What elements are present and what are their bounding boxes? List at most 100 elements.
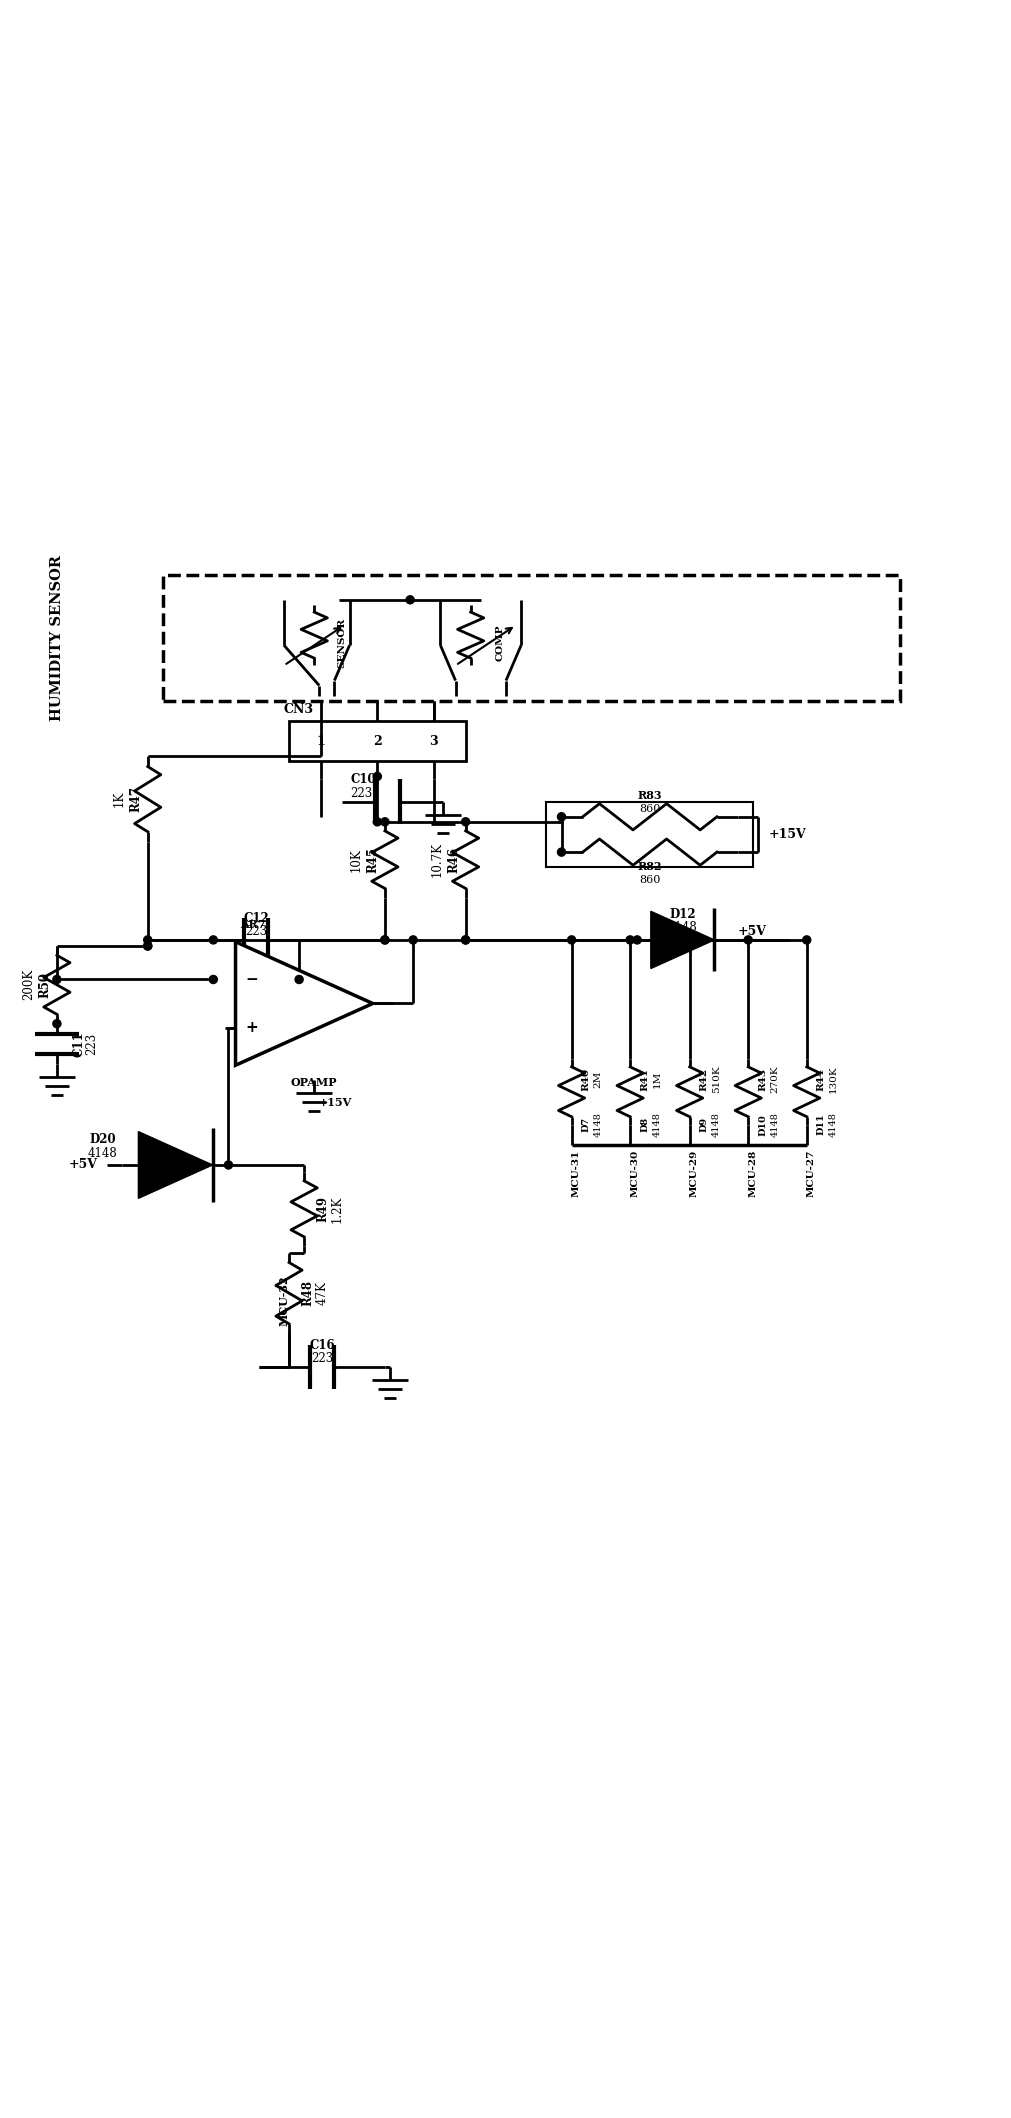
Circle shape xyxy=(53,1019,61,1027)
Text: 1.2K: 1.2K xyxy=(330,1195,343,1222)
Text: MCU-32: MCU-32 xyxy=(278,1275,289,1326)
Text: 130K: 130K xyxy=(828,1065,837,1093)
Text: +15V: +15V xyxy=(767,828,806,841)
Text: 4148: 4148 xyxy=(652,1112,660,1137)
Text: +5V: +5V xyxy=(737,926,766,938)
Text: 4148: 4148 xyxy=(711,1112,720,1137)
Bar xyxy=(289,720,465,760)
Circle shape xyxy=(144,943,152,951)
Circle shape xyxy=(295,976,303,983)
Text: 4148: 4148 xyxy=(667,921,697,934)
Text: 4148: 4148 xyxy=(593,1112,603,1137)
Text: −: − xyxy=(246,972,258,987)
Text: MCU-30: MCU-30 xyxy=(630,1150,639,1197)
Circle shape xyxy=(802,936,810,945)
Text: C12: C12 xyxy=(243,911,269,926)
Text: 200K: 200K xyxy=(21,970,34,1000)
Text: CN3: CN3 xyxy=(284,703,313,716)
Text: 860: 860 xyxy=(639,803,660,813)
Circle shape xyxy=(408,936,417,945)
Circle shape xyxy=(373,818,381,826)
Text: 1M: 1M xyxy=(652,1070,660,1089)
Text: R82: R82 xyxy=(637,862,661,873)
Circle shape xyxy=(380,936,388,945)
Circle shape xyxy=(53,976,61,983)
Text: OPAMP: OPAMP xyxy=(291,1076,337,1089)
Circle shape xyxy=(685,936,693,945)
Text: D12: D12 xyxy=(668,909,696,921)
Text: D9: D9 xyxy=(699,1116,708,1133)
Text: 4148: 4148 xyxy=(828,1112,837,1137)
Text: R43: R43 xyxy=(757,1067,766,1091)
Text: MCU-27: MCU-27 xyxy=(806,1150,815,1197)
Text: C10: C10 xyxy=(350,773,375,786)
Circle shape xyxy=(144,936,152,945)
Text: R50: R50 xyxy=(38,972,52,998)
Circle shape xyxy=(633,936,641,945)
Text: R46: R46 xyxy=(447,847,460,873)
Text: HUMIDITY SENSOR: HUMIDITY SENSOR xyxy=(50,555,64,720)
Circle shape xyxy=(209,936,217,945)
Text: 223: 223 xyxy=(310,1351,333,1364)
Text: 10K: 10K xyxy=(350,847,362,870)
Text: +5V: +5V xyxy=(68,1159,97,1171)
Text: 860: 860 xyxy=(639,875,660,885)
Circle shape xyxy=(461,936,469,945)
Bar xyxy=(163,574,899,701)
Text: 270K: 270K xyxy=(769,1065,778,1093)
Text: 10.7K: 10.7K xyxy=(430,843,443,877)
Circle shape xyxy=(626,936,634,945)
Text: R42: R42 xyxy=(699,1067,708,1091)
Text: 4148: 4148 xyxy=(769,1112,778,1137)
Text: R47: R47 xyxy=(129,786,143,811)
Circle shape xyxy=(380,936,388,945)
Text: 2: 2 xyxy=(373,735,381,748)
Text: D7: D7 xyxy=(581,1116,590,1133)
Text: 223: 223 xyxy=(350,786,372,801)
Bar xyxy=(546,801,752,866)
Circle shape xyxy=(224,1161,233,1169)
Circle shape xyxy=(743,936,751,945)
Polygon shape xyxy=(139,1131,212,1199)
Text: C16: C16 xyxy=(308,1339,335,1351)
Circle shape xyxy=(557,847,565,856)
Text: MCU-31: MCU-31 xyxy=(571,1150,580,1197)
Text: 1: 1 xyxy=(316,735,325,748)
Text: R40: R40 xyxy=(581,1067,590,1091)
Text: D11: D11 xyxy=(816,1114,825,1135)
Text: R41: R41 xyxy=(640,1067,649,1091)
Text: 3: 3 xyxy=(429,735,438,748)
Text: SENSOR: SENSOR xyxy=(337,618,346,667)
Text: 510K: 510K xyxy=(711,1065,720,1093)
Text: 1K: 1K xyxy=(112,790,125,807)
Circle shape xyxy=(373,773,381,779)
Text: MCU-28: MCU-28 xyxy=(747,1150,756,1197)
Text: 2M: 2M xyxy=(593,1070,603,1089)
Text: 223: 223 xyxy=(245,926,267,938)
Text: +: + xyxy=(246,1021,258,1036)
Circle shape xyxy=(209,976,217,983)
Circle shape xyxy=(380,818,388,826)
Text: R44: R44 xyxy=(816,1067,825,1091)
Circle shape xyxy=(567,936,575,945)
Polygon shape xyxy=(236,943,372,1065)
Text: D20: D20 xyxy=(89,1133,115,1146)
Text: C11: C11 xyxy=(72,1031,85,1057)
Text: D10: D10 xyxy=(757,1114,766,1135)
Text: R45: R45 xyxy=(366,847,379,873)
Text: AR7: AR7 xyxy=(241,919,266,930)
Text: COMP: COMP xyxy=(495,625,504,661)
Text: 4148: 4148 xyxy=(87,1146,117,1161)
Text: MCU-29: MCU-29 xyxy=(690,1150,698,1197)
Text: R83: R83 xyxy=(637,790,661,801)
Circle shape xyxy=(461,818,469,826)
Circle shape xyxy=(144,943,152,951)
Text: 223: 223 xyxy=(85,1034,98,1055)
Text: +15V: +15V xyxy=(319,1097,352,1108)
Polygon shape xyxy=(650,911,714,968)
Circle shape xyxy=(461,936,469,945)
Circle shape xyxy=(405,595,413,604)
Text: 47K: 47K xyxy=(315,1281,328,1305)
Circle shape xyxy=(557,813,565,822)
Text: R48: R48 xyxy=(301,1279,313,1307)
